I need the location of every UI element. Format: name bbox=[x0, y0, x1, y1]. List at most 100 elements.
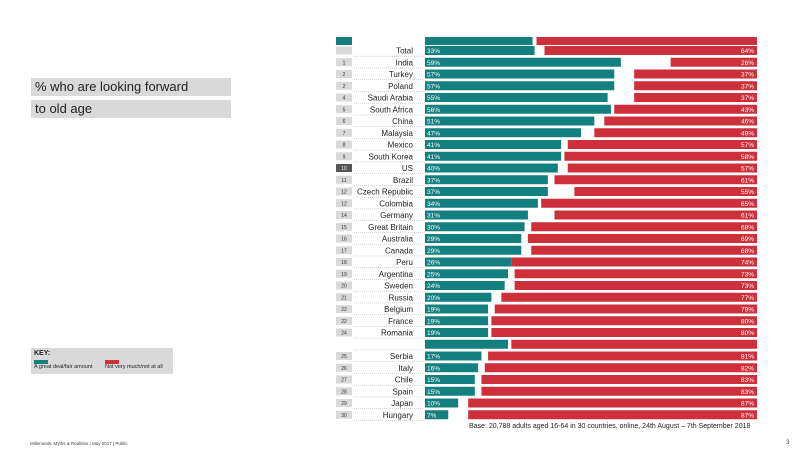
bar-positive bbox=[425, 104, 611, 114]
bar-negative bbox=[491, 328, 757, 337]
rank-box bbox=[336, 70, 352, 78]
bar-negative bbox=[564, 151, 757, 161]
rank-number: 2 bbox=[343, 72, 346, 78]
value-label-negative: 26% bbox=[741, 60, 754, 67]
value-label-negative: 58% bbox=[741, 154, 754, 161]
bar-positive bbox=[425, 222, 525, 232]
rank-number: 20 bbox=[341, 284, 347, 290]
bar-positive bbox=[425, 363, 479, 373]
value-label-positive: 31% bbox=[427, 213, 440, 220]
value-label-negative: 80% bbox=[741, 318, 754, 325]
rank-number: 30 bbox=[341, 413, 347, 419]
bar-positive bbox=[425, 234, 522, 243]
country-label: Turkey bbox=[389, 70, 413, 79]
bar-positive bbox=[425, 140, 562, 149]
country-label: Mexico bbox=[388, 141, 414, 150]
page-number: 3 bbox=[786, 440, 790, 446]
value-label-positive: 19% bbox=[427, 318, 440, 325]
footer-text: Millennials: Myths & Realities | May 201… bbox=[30, 441, 128, 446]
value-label-positive: 20% bbox=[427, 295, 440, 302]
rank-box bbox=[336, 175, 352, 184]
country-label: Chile bbox=[395, 376, 414, 385]
value-label-positive: 15% bbox=[427, 389, 440, 396]
rank-number: 26 bbox=[341, 366, 347, 372]
rank-number: 29 bbox=[341, 401, 347, 407]
bar-positive bbox=[425, 375, 475, 384]
value-label-negative: 80% bbox=[741, 330, 754, 337]
rank-box bbox=[336, 164, 352, 172]
value-label-negative: 82% bbox=[741, 365, 754, 372]
value-label-positive: 15% bbox=[427, 377, 440, 384]
bar-negative bbox=[514, 269, 757, 279]
bar-positive bbox=[425, 128, 582, 138]
bar-negative bbox=[634, 93, 757, 102]
country-label: France bbox=[388, 317, 413, 326]
rank-box bbox=[336, 375, 352, 384]
value-label-negative: 81% bbox=[741, 354, 754, 361]
country-label: China bbox=[392, 117, 413, 126]
country-label: Belgium bbox=[384, 305, 413, 314]
rank-box bbox=[336, 246, 352, 255]
value-label-positive: 26% bbox=[427, 260, 440, 267]
bar-positive bbox=[425, 292, 492, 302]
rank-number: 19 bbox=[341, 272, 347, 278]
rank-number: 25 bbox=[341, 354, 347, 360]
value-label-positive: 56% bbox=[427, 107, 440, 114]
bar-positive bbox=[425, 339, 508, 349]
rank-box bbox=[336, 363, 352, 372]
country-label: Peru bbox=[396, 258, 413, 267]
bar-negative bbox=[514, 281, 757, 290]
rank-box bbox=[336, 93, 352, 102]
bar-positive bbox=[425, 163, 558, 173]
bar-negative bbox=[567, 163, 757, 173]
rank-number: 24 bbox=[341, 331, 347, 337]
header-rank-box bbox=[336, 37, 352, 45]
bar-negative bbox=[574, 187, 757, 196]
rank-box bbox=[336, 293, 352, 302]
header-bar-negative bbox=[536, 37, 757, 45]
value-label-negative: 83% bbox=[741, 389, 754, 396]
value-label-positive: 10% bbox=[427, 401, 440, 408]
rank-number: 9 bbox=[343, 154, 346, 160]
bar-positive bbox=[425, 116, 595, 126]
rank-box bbox=[336, 316, 352, 325]
value-label-negative: 49% bbox=[741, 130, 754, 137]
value-label-positive: 7% bbox=[427, 412, 437, 419]
bar-positive bbox=[425, 57, 621, 67]
legend-swatch-positive bbox=[34, 360, 48, 364]
value-label-positive: 24% bbox=[427, 283, 440, 290]
value-label-negative: 73% bbox=[741, 271, 754, 278]
bar-negative bbox=[527, 234, 757, 243]
bar-positive bbox=[425, 410, 449, 420]
value-label-positive: 41% bbox=[427, 154, 440, 161]
rank-number: 15 bbox=[341, 225, 347, 231]
bar-negative bbox=[481, 386, 757, 396]
bar-positive bbox=[425, 281, 505, 290]
rank-box bbox=[336, 105, 352, 114]
bar-negative bbox=[554, 210, 757, 220]
country-label: Saudi Arabia bbox=[368, 94, 414, 103]
bar-negative bbox=[484, 363, 757, 373]
rank-box bbox=[336, 140, 352, 149]
rank-box bbox=[336, 152, 352, 161]
bar-positive bbox=[425, 187, 548, 196]
rank-box bbox=[336, 117, 352, 125]
country-label: South Korea bbox=[369, 152, 414, 161]
rank-number: 7 bbox=[343, 131, 346, 137]
country-label: Japan bbox=[391, 399, 413, 408]
value-label-negative: 87% bbox=[741, 412, 754, 419]
value-label-negative: 79% bbox=[741, 307, 754, 314]
legend-swatch-negative bbox=[105, 360, 119, 364]
value-label-positive: 19% bbox=[427, 330, 440, 337]
value-label-negative: 46% bbox=[741, 119, 754, 126]
value-label-negative: 83% bbox=[741, 377, 754, 384]
value-label-negative: 55% bbox=[741, 189, 754, 196]
rank-box bbox=[336, 258, 352, 266]
bar-negative bbox=[634, 81, 757, 91]
bar-negative bbox=[501, 292, 757, 302]
value-label-positive: 51% bbox=[427, 119, 440, 126]
rank-number: 6 bbox=[343, 119, 346, 125]
rank-box bbox=[336, 81, 352, 90]
value-label-positive: 29% bbox=[427, 236, 440, 243]
value-label-negative: 68% bbox=[741, 248, 754, 255]
